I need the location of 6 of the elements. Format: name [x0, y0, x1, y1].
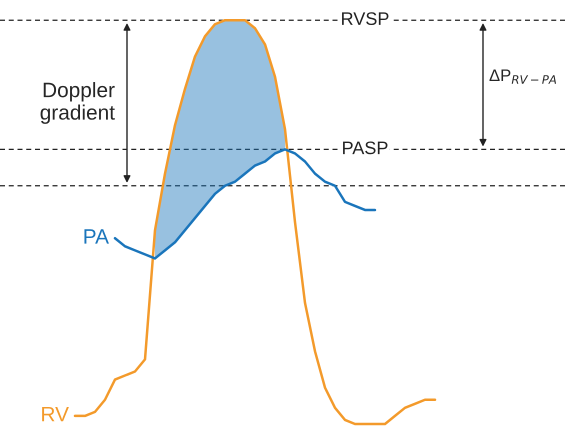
ref-line-label: PASP: [343, 141, 388, 154]
series-label: PA: [84, 229, 109, 244]
annotation: Doppler gradient: [40, 82, 115, 124]
series-label: RV: [42, 406, 69, 422]
ref-line-label: RVSP: [342, 12, 388, 26]
text: ΔP$_{RV−PA}$: [489, 70, 556, 84]
